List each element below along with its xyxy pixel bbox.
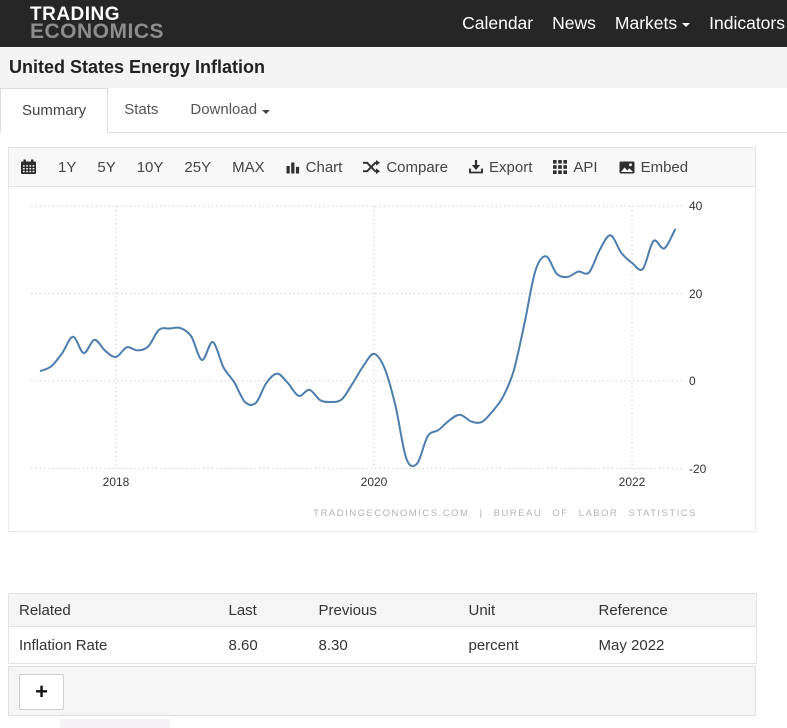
api-button[interactable]: API (553, 158, 598, 176)
trading-economics-logo[interactable]: TRADING ECONOMICS (30, 4, 165, 43)
nav-menu: Calendar News Markets Indicators (462, 13, 787, 34)
tab-strip: Summary Stats Download (0, 88, 787, 133)
x-tick-label: 2018 (102, 475, 130, 489)
title-bar: United States Energy Inflation (0, 47, 787, 88)
partial-cropped-element (60, 719, 170, 728)
range-1y-button[interactable]: 1Y (58, 158, 77, 176)
tab-download[interactable]: Download (174, 88, 286, 132)
column-header-reference: Reference (598, 601, 668, 619)
line-chart (31, 205, 685, 469)
cell-previous: 8.30 (318, 636, 348, 654)
chart-area[interactable]: 40 20 0 -20 2018 2020 2022 TRADINGECONOMICS.C… (8, 187, 756, 532)
embed-button-label: Embed (640, 158, 689, 176)
image-icon (619, 161, 635, 173)
api-button-label: API (573, 158, 598, 176)
export-button-label: Export (489, 158, 533, 176)
logo-line2: ECONOMICS (30, 19, 165, 43)
column-header-related: Related (19, 601, 71, 619)
export-button[interactable]: Export (469, 159, 532, 176)
cell-last: 8.60 (228, 636, 258, 654)
compare-button[interactable]: Compare (363, 159, 448, 176)
y-tick-label: 20 (689, 286, 703, 301)
x-tick-label: 2022 (618, 475, 646, 489)
y-tick-label: 40 (689, 199, 703, 213)
chart-toolbar: 1Y 5Y 10Y 25Y MAX Chart Compare (8, 147, 756, 187)
cell-related-indicator[interactable]: Inflation Rate (19, 636, 108, 654)
tab-summary[interactable]: Summary (0, 88, 109, 133)
grid-icon (553, 160, 568, 174)
page-title: United States Energy Inflation (9, 57, 266, 77)
chart-type-button[interactable]: Chart (286, 158, 343, 176)
chart-button-label: Chart (305, 158, 343, 176)
nav-item-calendar[interactable]: Calendar (462, 13, 533, 34)
download-icon (469, 160, 483, 174)
shuffle-icon (363, 160, 381, 174)
tab-download-label: Download (190, 101, 258, 118)
y-tick-label: 0 (689, 374, 696, 388)
related-table: Related Last Previous Unit Reference Inf… (8, 593, 757, 664)
date-range-calendar-button[interactable] (20, 159, 37, 175)
data-series-line (39, 228, 676, 468)
calendar-icon (21, 159, 36, 174)
range-5y-button[interactable]: 5Y (97, 158, 116, 176)
logo-line1: TRADING (30, 4, 121, 26)
y-tick-label: -20 (689, 461, 707, 476)
chevron-down-icon (682, 22, 691, 27)
embed-button[interactable]: Embed (619, 158, 689, 176)
chart-panel: 1Y 5Y 10Y 25Y MAX Chart Compare (8, 147, 756, 532)
compare-button-label: Compare (386, 158, 449, 176)
nav-item-label: Calendar (462, 13, 534, 33)
table-header-row: Related Last Previous Unit Reference (8, 593, 757, 627)
x-tick-label: 2020 (360, 475, 388, 489)
cell-reference: May 2022 (598, 636, 665, 654)
table-row: Inflation Rate 8.60 8.30 percent May 202… (8, 626, 757, 664)
top-navbar: TRADING ECONOMICS Calendar News Markets … (0, 0, 787, 47)
chevron-down-icon (262, 110, 271, 114)
nav-item-markets[interactable]: Markets (614, 13, 691, 34)
nav-item-label: News (552, 13, 596, 33)
table-footer: + (8, 666, 756, 716)
chart-watermark: TRADINGECONOMICS.COM | BUREAU OF LABOR S… (313, 508, 697, 519)
add-indicator-button[interactable]: + (19, 674, 64, 710)
nav-item-indicators[interactable]: Indicators (709, 13, 785, 34)
nav-item-label: Markets (614, 13, 678, 33)
tab-stats[interactable]: Stats (124, 101, 159, 118)
cell-unit: percent (468, 636, 519, 654)
column-header-unit: Unit (468, 601, 496, 619)
range-10y-button[interactable]: 10Y (136, 158, 164, 176)
range-25y-button[interactable]: 25Y (184, 158, 212, 176)
bar-chart-icon (286, 162, 299, 174)
nav-item-label: Indicators (709, 13, 785, 33)
column-header-last: Last (228, 601, 257, 619)
range-max-button[interactable]: MAX (232, 158, 265, 176)
column-header-previous: Previous (318, 601, 377, 619)
nav-item-news[interactable]: News (552, 13, 596, 34)
